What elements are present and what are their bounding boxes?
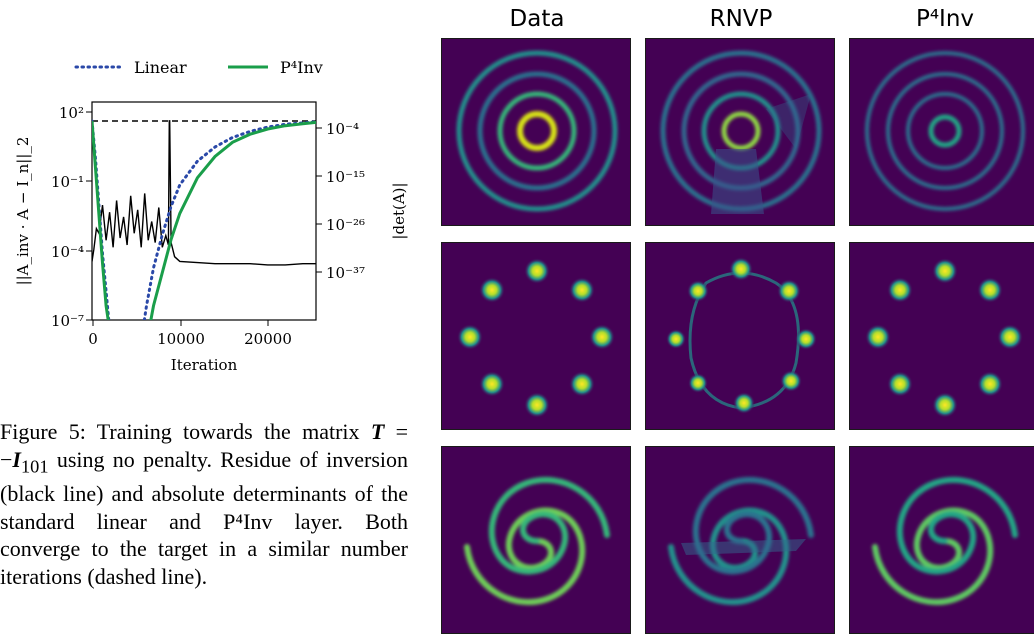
left-tick-label: 10² (59, 104, 84, 122)
left-tick-label: 10⁻⁷ (51, 312, 84, 330)
panel-rnvp-spirals (645, 446, 835, 634)
left-axis: 10² 10⁻¹ 10⁻⁴ 10⁻⁷ (51, 104, 92, 330)
legend: Linear P⁴Inv (74, 58, 323, 77)
panel-data-spirals (441, 446, 631, 634)
caption-text-1: Training towards the matrix (96, 419, 360, 444)
x-tick-label: 10000 (157, 330, 205, 348)
column-title-p4inv: P⁴Inv (915, 6, 975, 32)
caption-label: Figure 5: (0, 419, 86, 444)
left-tick-label: 10⁻¹ (51, 173, 84, 191)
caption-math: T = −I101 (0, 419, 408, 476)
training-chart: Linear P⁴Inv 10² 10⁻¹ 10⁻⁴ 10⁻⁷ ||A_inv … (14, 58, 408, 374)
right-tick-label: 10⁻²⁶ (326, 216, 365, 234)
right-tick-label: 10⁻¹⁵ (326, 168, 365, 186)
column-title-data: Data (509, 6, 565, 32)
panel-rnvp-gaussians (645, 242, 835, 430)
figure-caption: Figure 5: Training towards the matrix T … (0, 418, 408, 590)
x-tick-label: 20000 (244, 330, 292, 348)
panel-p4inv-spirals (849, 446, 1034, 634)
x-axis: 0 10000 20000 (88, 320, 292, 348)
right-tick-label: 10⁻⁴ (326, 120, 359, 138)
legend-p4inv-label: P⁴Inv (280, 58, 323, 77)
x-tick-label: 0 (88, 330, 98, 348)
density-grid: Data RNVP P⁴Inv (436, 0, 1034, 640)
p4inv-series-line (92, 120, 316, 320)
legend-linear-label: Linear (134, 58, 187, 77)
plot-frame (91, 101, 317, 321)
panel-rnvp-rings (645, 38, 835, 226)
left-axis-label: ||A_inv · A − I_n||_2 (14, 137, 32, 286)
panel-data-rings (441, 38, 631, 226)
right-axis: 10⁻⁴ 10⁻¹⁵ 10⁻²⁶ 10⁻³⁷ (316, 120, 365, 282)
residue-series-line (92, 120, 316, 266)
left-tick-label: 10⁻⁴ (51, 243, 84, 261)
panel-p4inv-rings (849, 38, 1034, 226)
panel-data-gaussians (441, 242, 631, 430)
x-axis-label: Iteration (171, 356, 238, 374)
column-title-rnvp: RNVP (709, 6, 773, 32)
panel-p4inv-gaussians (849, 242, 1034, 430)
caption-text-2: using no penalty. Residue of inversion (… (0, 446, 408, 589)
right-tick-label: 10⁻³⁷ (326, 264, 365, 282)
linear-series-line (92, 119, 316, 320)
right-axis-label: |det(A)| (390, 182, 408, 239)
